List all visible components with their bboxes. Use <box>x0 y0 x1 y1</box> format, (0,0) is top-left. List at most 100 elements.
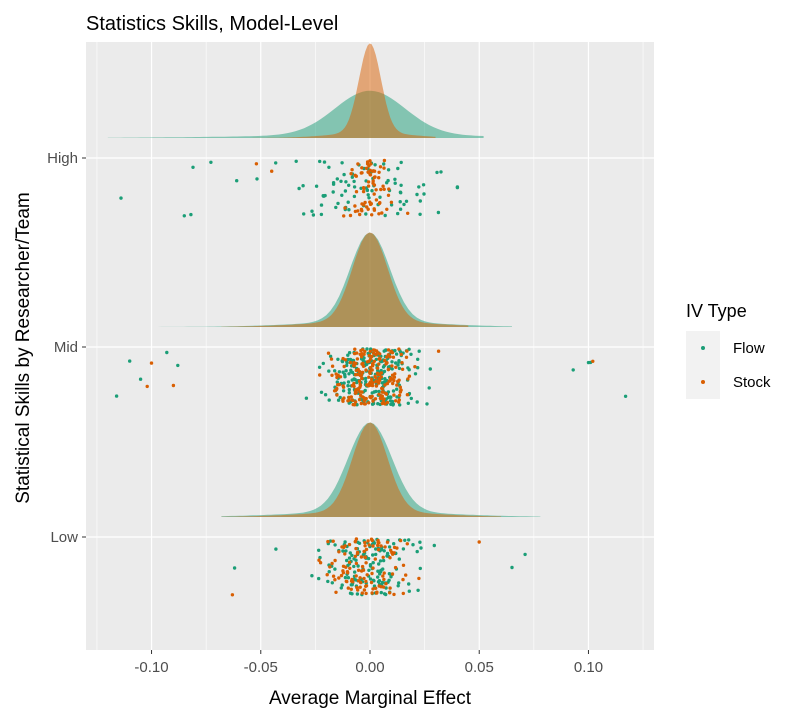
point-flow-high <box>339 179 343 183</box>
point-stock-mid <box>171 383 176 388</box>
point-flow-mid <box>390 399 395 404</box>
point-stock-mid <box>379 371 384 375</box>
point-stock-low <box>354 561 359 566</box>
point-stock-mid <box>372 348 377 352</box>
point-stock-mid <box>389 349 393 353</box>
point-stock-mid <box>353 400 358 404</box>
point-stock-mid <box>373 374 377 379</box>
point-stock-mid <box>330 364 335 368</box>
point-stock-low <box>392 592 396 597</box>
point-flow-low <box>381 558 386 563</box>
point-stock-low <box>370 591 374 595</box>
point-flow-low <box>418 566 422 571</box>
point-flow-high <box>421 183 426 187</box>
point-stock-mid <box>367 401 371 405</box>
point-stock-mid <box>385 400 390 405</box>
point-stock-high <box>371 179 375 183</box>
point-flow-low <box>385 551 390 556</box>
point-stock-low <box>379 585 383 589</box>
point-flow-mid <box>304 396 309 400</box>
point-stock-low <box>325 573 329 577</box>
point-stock-mid <box>359 401 363 406</box>
point-stock-mid <box>377 362 381 366</box>
point-stock-mid <box>378 357 382 361</box>
point-stock-mid <box>362 396 366 400</box>
point-stock-low <box>401 591 405 596</box>
x-tick-label: -0.10 <box>134 659 168 676</box>
grid-minor <box>96 42 644 650</box>
point-flow-mid <box>337 370 342 374</box>
point-stock-high <box>358 212 362 217</box>
point-stock-low <box>389 548 393 552</box>
point-flow-low <box>346 576 351 580</box>
point-flow-low <box>317 548 321 552</box>
point-flow-mid <box>391 389 396 393</box>
point-stock-high <box>356 162 360 166</box>
point-stock-high <box>342 214 346 218</box>
point-flow-mid <box>406 401 410 405</box>
point-stock-mid <box>391 381 395 386</box>
point-flow-mid <box>394 361 398 365</box>
point-flow-low <box>354 578 358 582</box>
point-flow-low <box>523 552 527 557</box>
point-stock-low <box>376 543 380 548</box>
point-flow-low <box>374 552 378 557</box>
grid-major <box>86 42 654 650</box>
point-flow-low <box>347 556 352 560</box>
point-stock-mid <box>396 379 400 384</box>
point-stock-mid <box>373 397 378 401</box>
point-flow-low <box>330 581 334 585</box>
point-flow-low <box>317 576 321 581</box>
point-flow-low <box>354 558 358 562</box>
point-flow-low <box>353 570 357 574</box>
point-flow-mid <box>376 402 380 406</box>
point-flow-mid <box>114 394 119 398</box>
point-stock-mid <box>370 377 374 381</box>
point-stock-mid <box>352 361 356 365</box>
point-stock-mid <box>384 392 389 396</box>
legend-label-flow: Flow <box>733 340 765 357</box>
point-flow-high <box>402 202 406 207</box>
point-flow-low <box>376 580 381 584</box>
point-flow-high <box>310 209 314 213</box>
point-flow-mid <box>370 402 375 406</box>
point-stock-low <box>333 558 337 563</box>
point-flow-high <box>389 203 394 207</box>
point-stock-high <box>382 158 387 163</box>
point-flow-high <box>396 211 400 216</box>
point-stock-high <box>377 170 381 174</box>
point-stock-low <box>385 540 390 544</box>
point-stock-mid <box>360 370 365 374</box>
point-stock-mid <box>338 375 343 379</box>
point-stock-low <box>360 564 365 569</box>
point-flow-high <box>417 185 421 189</box>
point-flow-high <box>386 168 391 172</box>
point-stock-mid <box>383 358 387 363</box>
point-stock-mid <box>337 382 342 387</box>
x-axis-title: Average Marginal Effect <box>269 688 472 709</box>
point-flow-high <box>340 161 344 165</box>
point-flow-mid <box>341 389 346 393</box>
point-flow-mid <box>355 380 359 385</box>
point-flow-mid <box>416 366 420 370</box>
point-stock-mid <box>356 367 360 372</box>
point-flow-low <box>379 590 383 595</box>
point-stock-low <box>333 578 337 582</box>
point-stock-high <box>386 193 391 197</box>
point-stock-low <box>356 568 361 572</box>
point-flow-high <box>209 160 213 164</box>
point-stock-low <box>401 577 405 582</box>
legend-title: IV Type <box>686 301 747 321</box>
point-stock-mid <box>356 387 361 392</box>
point-flow-mid <box>165 350 169 355</box>
point-flow-low <box>387 545 392 549</box>
point-flow-high <box>294 159 298 163</box>
point-flow-low <box>376 569 380 573</box>
point-flow-mid <box>343 373 347 377</box>
point-flow-low <box>318 555 322 560</box>
point-stock-mid <box>358 373 362 378</box>
point-flow-mid <box>323 393 328 397</box>
point-stock-mid <box>370 380 374 384</box>
point-flow-high <box>302 212 306 216</box>
point-flow-low <box>397 557 401 561</box>
